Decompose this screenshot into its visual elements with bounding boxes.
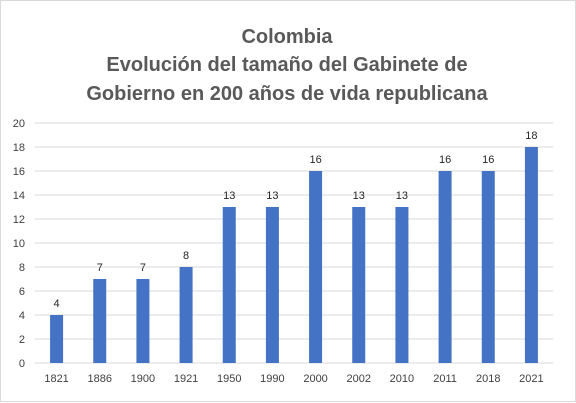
bars bbox=[50, 147, 538, 363]
data-label-2000: 16 bbox=[309, 154, 321, 166]
chart-title-line-1: Colombia bbox=[241, 26, 333, 48]
data-label-2010: 13 bbox=[396, 190, 408, 202]
chart-title-line-3: Gobierno en 200 años de vida republicana bbox=[86, 83, 488, 105]
data-label-1900: 7 bbox=[140, 262, 146, 274]
x-tick-label-1950: 1950 bbox=[217, 373, 241, 385]
bar-1900 bbox=[136, 279, 150, 363]
data-label-2018: 16 bbox=[482, 154, 494, 166]
y-tick-label: 8 bbox=[19, 262, 25, 274]
y-tick-label: 16 bbox=[13, 166, 25, 178]
x-tick-label-1921: 1921 bbox=[174, 373, 198, 385]
bar-1950 bbox=[222, 207, 236, 363]
bar-2021 bbox=[524, 147, 538, 363]
bar-2010 bbox=[395, 207, 409, 363]
data-label-1990: 13 bbox=[266, 190, 278, 202]
x-tick-label-2010: 2010 bbox=[390, 373, 414, 385]
bar-1821 bbox=[50, 315, 64, 363]
bar-1886 bbox=[93, 279, 107, 363]
bar-2000 bbox=[309, 171, 323, 363]
data-label-2011: 16 bbox=[439, 154, 451, 166]
x-tick-label-2021: 2021 bbox=[519, 373, 543, 385]
bar-2002 bbox=[352, 207, 366, 363]
data-label-1886: 7 bbox=[97, 262, 103, 274]
data-labels: 4 7 7 8 13 13 16 13 13 16 16 18 bbox=[54, 130, 538, 310]
data-label-1921: 8 bbox=[183, 250, 189, 262]
y-tick-label: 6 bbox=[19, 286, 25, 298]
x-tick-label-2011: 2011 bbox=[433, 373, 457, 385]
y-tick-label: 0 bbox=[19, 358, 25, 370]
bar-1990 bbox=[265, 207, 279, 363]
x-axis-tick-labels: 1821 1886 1900 1921 1950 1990 2000 2002 2010 2011… bbox=[44, 373, 543, 385]
bar-2011 bbox=[438, 171, 452, 363]
y-tick-label: 10 bbox=[13, 238, 25, 250]
x-tick-label-2018: 2018 bbox=[476, 373, 500, 385]
bar-2018 bbox=[481, 171, 495, 363]
y-tick-label: 2 bbox=[19, 334, 25, 346]
gridlines bbox=[35, 122, 553, 364]
x-tick-label-2000: 2000 bbox=[303, 373, 327, 385]
y-tick-label: 4 bbox=[19, 310, 25, 322]
chart-title: Colombia Evolución del tamaño del Gabine… bbox=[86, 26, 488, 105]
data-label-2021: 18 bbox=[525, 130, 537, 142]
data-label-1950: 13 bbox=[223, 190, 235, 202]
chart-title-line-2: Evolución del tamaño del Gabinete de bbox=[106, 54, 467, 76]
x-tick-label-2002: 2002 bbox=[347, 373, 371, 385]
y-tick-label: 20 bbox=[13, 118, 25, 130]
y-axis-tick-labels: 0 2 4 6 8 10 12 14 16 18 20 bbox=[13, 118, 25, 370]
x-tick-label-1900: 1900 bbox=[131, 373, 155, 385]
y-tick-label: 12 bbox=[13, 214, 25, 226]
y-tick-label: 14 bbox=[13, 190, 25, 202]
y-tick-label: 18 bbox=[13, 142, 25, 154]
x-tick-label-1886: 1886 bbox=[88, 373, 112, 385]
x-tick-label-1990: 1990 bbox=[260, 373, 284, 385]
x-tick-label-1821: 1821 bbox=[44, 373, 68, 385]
data-label-1821: 4 bbox=[54, 298, 60, 310]
data-label-2002: 13 bbox=[353, 190, 365, 202]
bar-1921 bbox=[179, 267, 193, 363]
